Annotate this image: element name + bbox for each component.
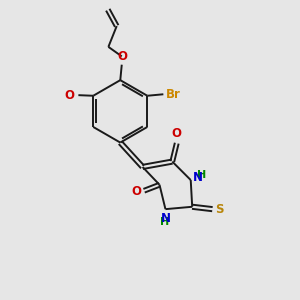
Text: O: O <box>131 185 141 198</box>
Text: O: O <box>65 89 75 102</box>
Text: O: O <box>117 50 128 63</box>
Text: S: S <box>215 202 223 216</box>
Text: H: H <box>197 170 206 180</box>
Text: Br: Br <box>166 88 181 101</box>
Text: N: N <box>193 171 203 184</box>
Text: O: O <box>172 127 182 140</box>
Text: N: N <box>161 212 171 225</box>
Text: H: H <box>160 218 170 227</box>
